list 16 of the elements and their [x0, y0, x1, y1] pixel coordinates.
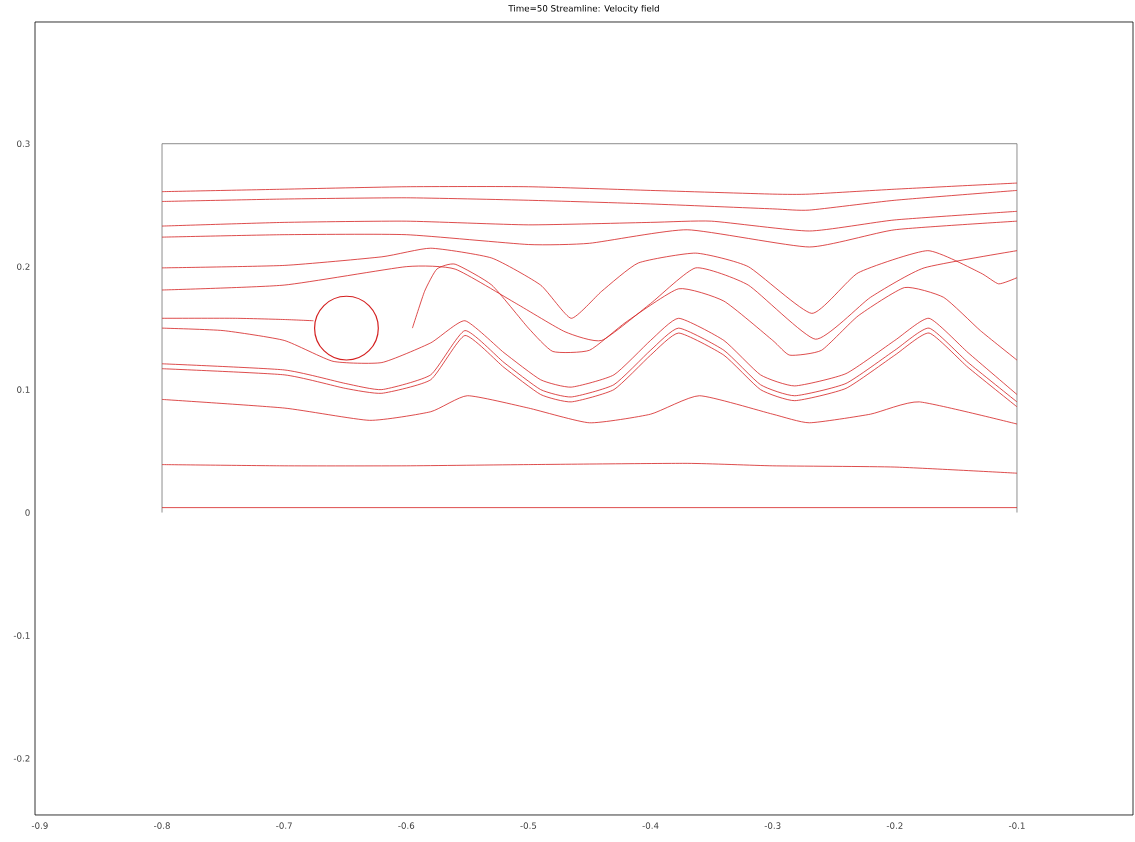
x-tick-label: -0.4: [642, 822, 659, 829]
y-tick-label: -0.2: [13, 755, 30, 762]
chart-title: Time=50 Streamline: Velocity field: [508, 4, 659, 14]
y-tick-label: -0.1: [13, 632, 30, 639]
x-tick-label: -0.7: [276, 822, 292, 829]
y-tick-label: 0.3: [17, 140, 30, 147]
x-tick-label: -0.5: [520, 822, 537, 829]
x-tick-label: -0.2: [886, 822, 903, 829]
x-tick-label: -0.9: [31, 822, 48, 829]
x-tick-label: -0.1: [1008, 822, 1025, 829]
x-tick-label: -0.8: [153, 822, 170, 829]
y-tick-label: 0: [25, 509, 30, 516]
y-tick-label: 0.1: [17, 386, 30, 393]
x-tick-label: -0.6: [398, 822, 415, 829]
y-tick-label: 0.2: [17, 263, 30, 270]
x-tick-label: -0.3: [764, 822, 781, 829]
